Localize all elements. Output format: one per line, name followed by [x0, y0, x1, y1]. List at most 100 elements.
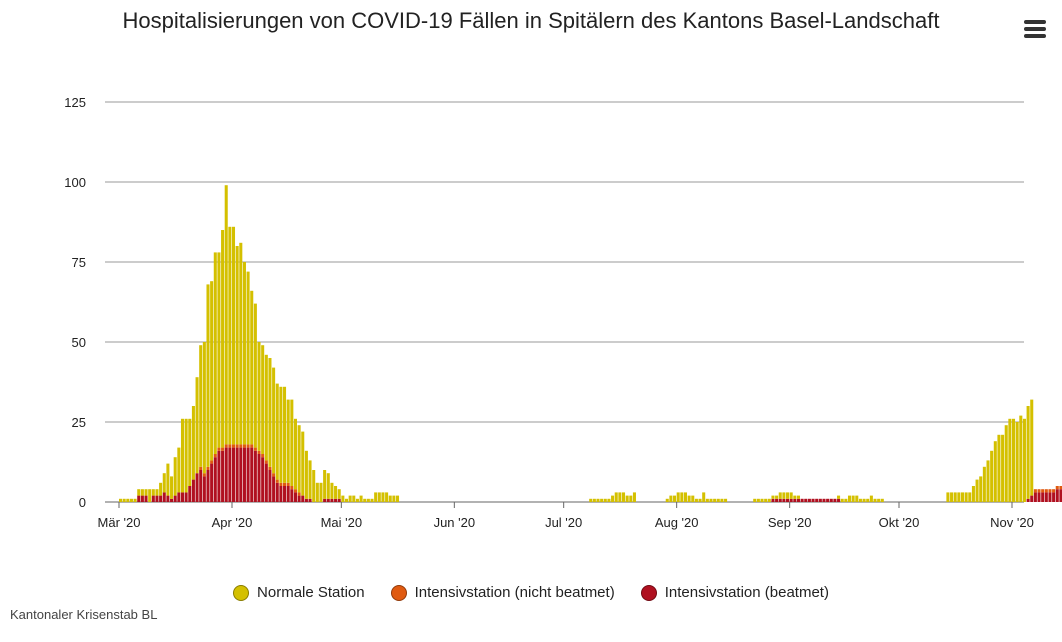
chart-title: Hospitalisierungen von COVID-19 Fällen i… [122, 8, 940, 33]
bar [709, 498, 713, 502]
bar [144, 495, 148, 502]
bar [312, 470, 316, 502]
bar [304, 450, 308, 499]
legend-label: Intensivstation (beatmet) [664, 584, 829, 601]
bar [272, 476, 276, 502]
bar [173, 457, 177, 496]
bar [786, 498, 790, 502]
bar [122, 498, 126, 502]
bar [301, 495, 305, 502]
bar [392, 495, 396, 502]
bar [1033, 492, 1037, 502]
hamburger-menu-icon[interactable] [1024, 20, 1046, 40]
bar [851, 495, 855, 502]
x-tick-label: Sep '20 [768, 515, 812, 530]
legend-item-intensiv-beatmet[interactable]: Intensivstation (beatmet) [640, 584, 829, 601]
bar [1030, 495, 1034, 502]
bar [600, 498, 604, 502]
bar [323, 470, 327, 499]
bar [191, 479, 195, 502]
y-tick-label: 0 [79, 495, 86, 510]
bar [1019, 415, 1023, 502]
bar [869, 495, 873, 502]
legend-item-intensiv-nicht-beatmet[interactable]: Intensivstation (nicht beatmet) [390, 584, 615, 601]
y-axis-ticks: 0 25 50 75 100 125 [64, 95, 86, 510]
bar [807, 498, 811, 502]
bar [275, 482, 279, 502]
bar [374, 492, 378, 502]
bar [213, 454, 217, 458]
bar [155, 495, 159, 502]
bar [720, 498, 724, 502]
bar [188, 486, 192, 502]
bar [986, 460, 990, 502]
bar [170, 498, 174, 502]
bar [618, 492, 622, 502]
x-tick-label: Apr '20 [212, 515, 253, 530]
bar [957, 492, 961, 502]
bar [1059, 486, 1062, 490]
x-axis: Mär '20 Apr '20 Mai '20 Jun '20 Jul '20 Aug '… [98, 502, 1034, 530]
bar [213, 457, 217, 502]
bar [713, 498, 717, 502]
bar [366, 498, 370, 502]
bar [782, 492, 786, 499]
bar [862, 498, 866, 502]
bar [1041, 492, 1045, 502]
bar [293, 418, 297, 490]
legend-marker [390, 584, 407, 601]
bar [206, 284, 210, 467]
bar [272, 367, 276, 474]
bar [173, 495, 177, 502]
x-tick-label: Mai '20 [321, 515, 363, 530]
bar [622, 492, 626, 502]
bar [221, 447, 225, 451]
bar [334, 498, 338, 502]
bar [829, 498, 833, 502]
bar [771, 495, 775, 499]
x-tick-label: Okt '20 [879, 515, 920, 530]
bar [261, 457, 265, 502]
bar [308, 498, 312, 502]
bar [206, 466, 210, 470]
bar [632, 492, 636, 502]
bar [188, 418, 192, 486]
bar [242, 262, 246, 445]
bar [676, 492, 680, 502]
bar [964, 492, 968, 502]
bar [396, 495, 400, 502]
bar [195, 377, 199, 474]
bar [133, 498, 137, 502]
bar [301, 431, 305, 496]
bar [293, 489, 297, 493]
bar [793, 498, 797, 502]
bar [786, 492, 790, 499]
bar [137, 495, 141, 502]
bar [228, 447, 232, 502]
bar [1048, 492, 1052, 502]
bar [253, 447, 257, 451]
bar [268, 358, 272, 467]
bar [210, 463, 214, 502]
bar [611, 495, 615, 502]
bar [268, 466, 272, 470]
bar [330, 498, 334, 502]
bar [170, 476, 174, 499]
bar [796, 495, 800, 499]
bar [782, 498, 786, 502]
bar [1052, 489, 1056, 493]
bar [1055, 489, 1059, 502]
bar [151, 495, 155, 502]
bar [242, 447, 246, 502]
bar [683, 492, 687, 502]
bar [1015, 422, 1019, 502]
bar [716, 498, 720, 502]
bar [1059, 489, 1062, 502]
bar [159, 495, 163, 502]
bar [184, 492, 188, 502]
legend-item-normale-station[interactable]: Normale Station [233, 584, 365, 601]
bar [217, 447, 221, 451]
bar [1052, 492, 1056, 502]
x-tick-label: Jul '20 [545, 515, 582, 530]
bar [126, 498, 130, 502]
